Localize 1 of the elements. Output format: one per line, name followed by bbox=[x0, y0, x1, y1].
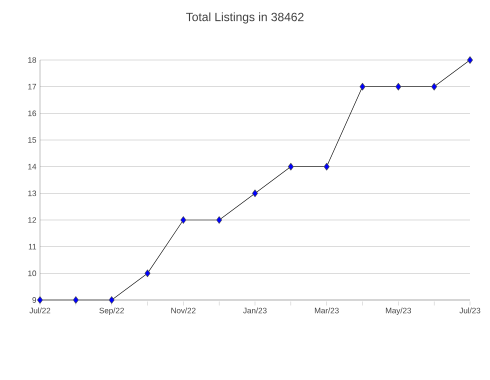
chart-title: Total Listings in 38462 bbox=[186, 12, 304, 24]
